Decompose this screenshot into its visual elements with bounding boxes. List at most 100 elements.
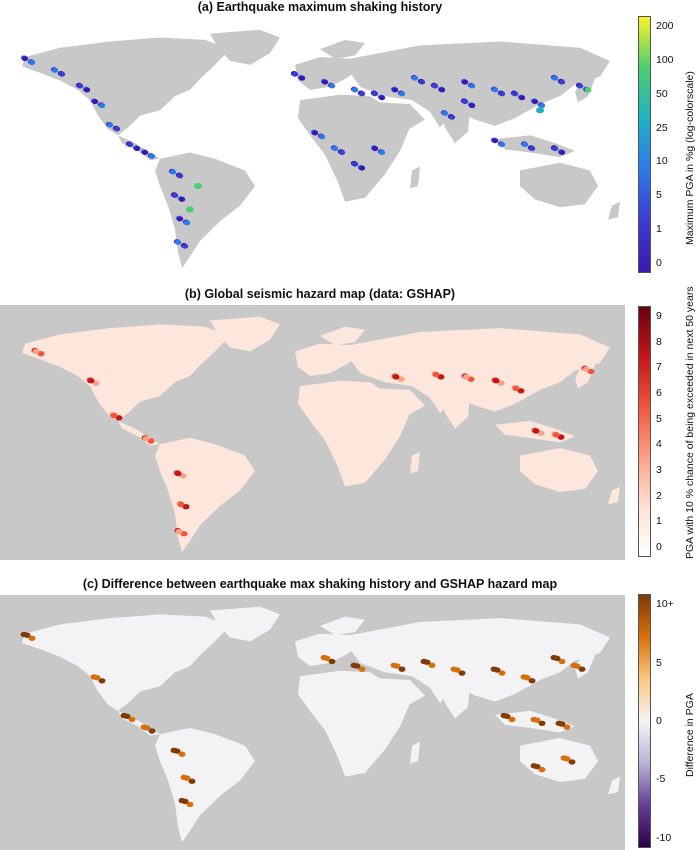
world-map-a [0, 18, 625, 276]
shaking-marker [538, 720, 546, 726]
shaking-marker [32, 348, 40, 355]
shaking-marker [438, 87, 446, 93]
shaking-marker [358, 165, 366, 171]
shaking-marker [558, 721, 566, 727]
landmass [575, 359, 595, 389]
panel-a: (a) Earthquake maximum shaking history 2… [0, 0, 698, 276]
shaking-marker [28, 60, 36, 66]
shaking-marker [181, 798, 189, 805]
colorbar-tick: 8 [656, 335, 662, 348]
shaking-marker [87, 378, 95, 384]
panel-a-map [0, 18, 625, 276]
shaking-marker [528, 146, 536, 152]
landmass [298, 94, 410, 202]
shaking-marker [392, 374, 400, 380]
panel-a-colorbar-label: Maximum PGA in %g (log-colorscale) [684, 71, 696, 245]
shaking-marker [194, 182, 202, 190]
shaking-marker [321, 79, 329, 85]
shaking-marker [328, 83, 336, 89]
shaking-marker [128, 716, 136, 723]
shaking-marker [393, 663, 401, 669]
shaking-marker [518, 95, 526, 101]
shaking-marker [461, 99, 469, 105]
shaking-marker [498, 670, 506, 676]
landmass [440, 393, 470, 429]
shaking-marker [441, 110, 449, 116]
landmass [380, 388, 425, 418]
panel-a-title: (a) Earthquake maximum shaking history [197, 0, 443, 14]
shaking-marker [553, 655, 561, 662]
shaking-marker [428, 662, 436, 669]
shaking-marker [398, 666, 406, 672]
shaking-marker [538, 766, 546, 773]
world-map-b [0, 305, 625, 560]
colorbar-tick: 1 [656, 222, 662, 235]
shaking-marker [498, 142, 506, 148]
shaking-marker [423, 659, 431, 665]
shaking-marker [28, 635, 36, 641]
shaking-marker [551, 75, 559, 81]
colorbar-tick: 5 [656, 412, 662, 425]
shaking-marker [493, 667, 501, 673]
landmass [210, 316, 280, 352]
colorbar-tick: 200 [656, 20, 674, 33]
landmass [210, 29, 280, 65]
shaking-marker [98, 103, 106, 109]
shaking-marker [448, 114, 456, 120]
colorbar-tick: 0 [656, 540, 662, 553]
landmass [380, 102, 425, 132]
landmass [320, 39, 365, 59]
shaking-marker [551, 146, 559, 152]
shaking-marker [110, 412, 118, 419]
shaking-marker [176, 216, 184, 222]
shaking-marker [584, 87, 592, 93]
landmass [410, 741, 420, 764]
shaking-marker [491, 87, 499, 93]
landmass [320, 326, 365, 346]
shaking-marker [432, 371, 440, 378]
shaking-marker [171, 192, 179, 198]
shaking-marker [461, 79, 469, 85]
colorbar-tick: 50 [656, 87, 668, 100]
shaking-marker [328, 658, 336, 665]
shaking-marker [498, 91, 506, 97]
colorbar-tick: 3 [656, 463, 662, 476]
shaking-marker [98, 678, 106, 684]
panel-c-map [0, 595, 625, 850]
landmass [520, 447, 598, 492]
shaking-marker [351, 87, 359, 93]
colorbar-tick: 6 [656, 387, 662, 399]
shaking-marker [378, 149, 386, 155]
shaking-marker [398, 91, 406, 97]
shaking-marker [582, 366, 590, 372]
shaking-marker [174, 239, 182, 245]
shaking-marker [23, 632, 31, 638]
colorbar-tick: 0 [656, 715, 662, 727]
shaking-marker [169, 169, 177, 175]
shaking-marker [512, 385, 520, 392]
shaking-marker [538, 103, 546, 109]
landmass [320, 616, 365, 636]
shaking-marker [563, 756, 571, 762]
shaking-marker [58, 71, 66, 77]
shaking-marker [431, 83, 439, 89]
shaking-marker [183, 775, 191, 781]
colorbar-tick: 5 [656, 189, 662, 202]
landmass [22, 324, 230, 421]
panel-b-title: (b) Global seismic hazard map (data: GSH… [184, 287, 456, 301]
panel-c-colorbar-label: Difference in PGA [684, 693, 696, 777]
shaking-marker [462, 374, 470, 380]
shaking-marker [552, 432, 560, 438]
shaking-marker [331, 146, 339, 152]
shaking-marker [503, 713, 511, 720]
shaking-marker [528, 678, 536, 684]
panel-b: (b) Global seismic hazard map (data: GSH… [0, 286, 698, 562]
shaking-marker [523, 674, 531, 681]
shaking-marker [468, 103, 476, 109]
colorbar-tick: 10+ [656, 598, 674, 611]
shaking-marker [186, 206, 194, 213]
shaking-marker [318, 134, 326, 140]
shaking-marker [177, 501, 185, 508]
landmass [22, 37, 230, 136]
panel-c-title: (c) Difference between earthquake max sh… [82, 577, 558, 591]
